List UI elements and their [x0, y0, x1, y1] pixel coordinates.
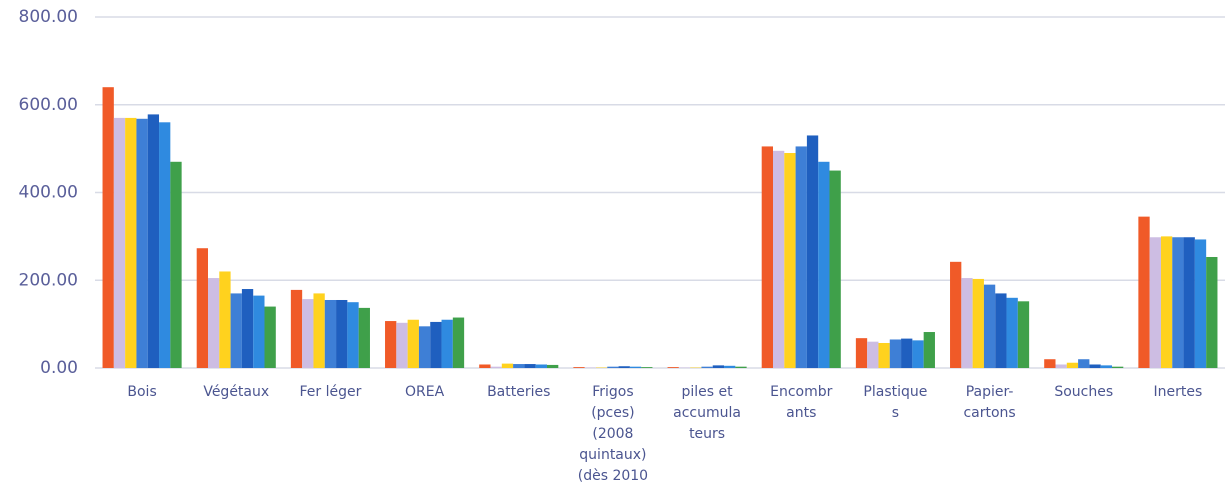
bar — [773, 150, 785, 368]
x-tick-label: Bois — [127, 384, 156, 400]
bar — [1066, 362, 1079, 368]
bar — [923, 332, 935, 368]
bar — [724, 365, 736, 368]
bar — [347, 302, 359, 368]
bar — [901, 338, 913, 368]
bar — [641, 367, 653, 368]
bar — [125, 117, 137, 368]
bar — [1138, 216, 1150, 368]
x-tick-label: Végétaux — [203, 384, 269, 400]
bar — [1089, 364, 1101, 368]
bar — [535, 364, 547, 368]
bar — [855, 338, 868, 368]
bar — [313, 293, 325, 368]
bar — [1160, 236, 1173, 368]
bar — [524, 364, 536, 368]
bar — [1078, 359, 1090, 368]
bar — [490, 366, 502, 368]
x-tick-label: Souches — [1054, 384, 1113, 400]
bar — [1006, 297, 1018, 368]
bar — [829, 170, 841, 368]
bar — [1183, 237, 1195, 368]
y-tick-label: 600.00 — [19, 95, 78, 115]
bar — [618, 366, 630, 368]
bar — [878, 342, 890, 368]
bar — [358, 307, 370, 368]
bar — [102, 87, 114, 368]
bar — [452, 317, 465, 368]
bar — [253, 295, 265, 368]
bar — [513, 364, 525, 368]
bar — [385, 321, 397, 368]
bar — [479, 364, 491, 368]
bar — [761, 146, 773, 368]
bar — [407, 319, 419, 368]
bar — [1055, 364, 1067, 368]
bar — [1149, 237, 1161, 368]
bar — [196, 248, 208, 368]
bar — [147, 114, 160, 368]
bar — [818, 161, 830, 368]
x-tick-label: Batteries — [487, 384, 550, 400]
bar — [950, 261, 962, 368]
bar — [1112, 366, 1124, 368]
bar — [241, 289, 254, 368]
bar — [784, 153, 796, 368]
bar — [290, 289, 303, 368]
bar — [735, 366, 747, 368]
bar — [219, 271, 231, 368]
bar — [336, 299, 348, 368]
bar — [501, 363, 514, 368]
x-tick-label: Papier-cartons — [963, 384, 1015, 421]
x-tick-label: piles et accumula teurs — [673, 384, 741, 442]
bar — [972, 278, 984, 368]
x-tick-label: Plastique s — [863, 384, 927, 421]
y-tick-label: 0.00 — [40, 358, 78, 378]
bar — [961, 278, 973, 368]
bar — [701, 366, 713, 368]
bar — [441, 319, 453, 368]
bar — [629, 366, 642, 368]
x-tick-label: Fer léger — [299, 384, 361, 400]
bar — [324, 299, 337, 368]
bar — [136, 118, 148, 368]
x-tick-label: Frigos (pces) (2008 quintaux) (dès 2010 — [578, 384, 648, 484]
bar — [806, 135, 819, 368]
bar — [912, 340, 924, 368]
bar — [1194, 239, 1207, 368]
x-tick-label: Inertes — [1154, 384, 1203, 400]
bar — [302, 299, 314, 368]
bar — [1172, 237, 1184, 368]
bar — [547, 364, 559, 368]
bar — [889, 339, 902, 368]
bar — [264, 306, 276, 368]
bar — [159, 122, 171, 368]
x-tick-label: OREA — [405, 384, 445, 400]
bar — [1017, 301, 1030, 368]
bar — [430, 321, 442, 368]
y-tick-label: 800.00 — [19, 7, 78, 27]
bar — [607, 366, 619, 368]
bar — [1044, 359, 1056, 368]
bar — [667, 367, 679, 368]
bar — [230, 293, 242, 368]
bar — [208, 278, 220, 368]
bar — [867, 341, 879, 368]
x-tick-label: Encombr ants — [770, 384, 833, 421]
bar — [1100, 365, 1112, 368]
bar — [995, 293, 1007, 368]
bar — [418, 326, 431, 368]
bar — [1206, 256, 1218, 368]
y-tick-label: 200.00 — [19, 270, 78, 290]
bar — [983, 284, 996, 368]
bar — [795, 146, 807, 368]
bar — [113, 117, 126, 368]
y-tick-label: 400.00 — [19, 183, 78, 203]
bar — [573, 367, 585, 368]
bar — [170, 161, 182, 368]
bar — [396, 322, 408, 368]
bar — [712, 365, 725, 368]
